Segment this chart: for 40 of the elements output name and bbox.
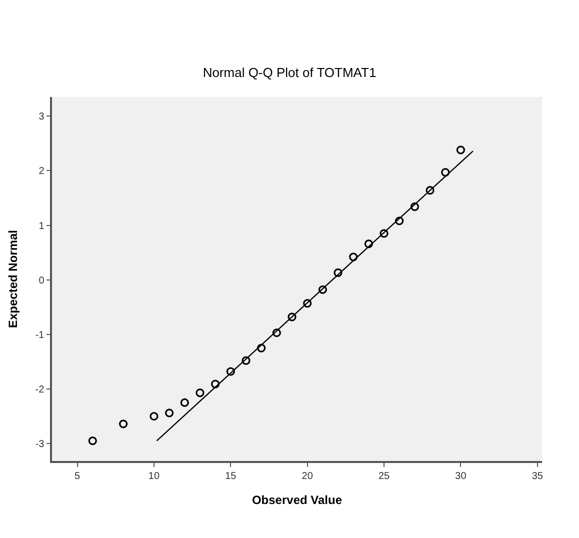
point xyxy=(165,408,174,418)
point xyxy=(303,298,312,308)
y-tick-label: -2 xyxy=(35,384,45,396)
point xyxy=(410,202,420,211)
x-tick-label: 15 xyxy=(225,470,237,482)
x-tick-label: 10 xyxy=(148,470,160,482)
y-tick-label: -3 xyxy=(35,439,45,450)
point xyxy=(196,388,204,398)
point xyxy=(242,356,250,365)
x-axis-title: Observed Value xyxy=(252,493,342,508)
point xyxy=(395,216,404,226)
point xyxy=(257,344,266,352)
point xyxy=(211,380,220,388)
point xyxy=(426,186,434,195)
y-axis-title: Expected Normal xyxy=(6,230,20,328)
x-tick-label: 5 xyxy=(74,470,81,482)
point xyxy=(150,412,158,421)
point xyxy=(364,240,373,248)
point xyxy=(288,312,296,322)
point xyxy=(119,420,128,428)
y-tick-label: 3 xyxy=(38,112,45,123)
point xyxy=(318,285,327,294)
point xyxy=(456,146,466,154)
x-tick-label: 35 xyxy=(532,470,544,482)
point xyxy=(88,436,97,446)
y-tick-label: 0 xyxy=(38,275,45,286)
point xyxy=(180,398,189,407)
chart-title: Normal Q-Q Plot of TOTMAT1 xyxy=(202,65,376,80)
y-tick-label: 2 xyxy=(38,166,45,178)
point xyxy=(226,367,235,376)
point xyxy=(380,229,388,238)
x-tick-label: 30 xyxy=(455,470,467,482)
y-tick-label: 1 xyxy=(38,220,45,232)
x-tick-label: 20 xyxy=(302,470,314,482)
x-tick-label: 25 xyxy=(378,470,390,482)
y-tick-label: -1 xyxy=(35,330,45,341)
point xyxy=(349,252,358,262)
point xyxy=(334,268,342,278)
point xyxy=(441,168,450,177)
point xyxy=(272,328,281,338)
